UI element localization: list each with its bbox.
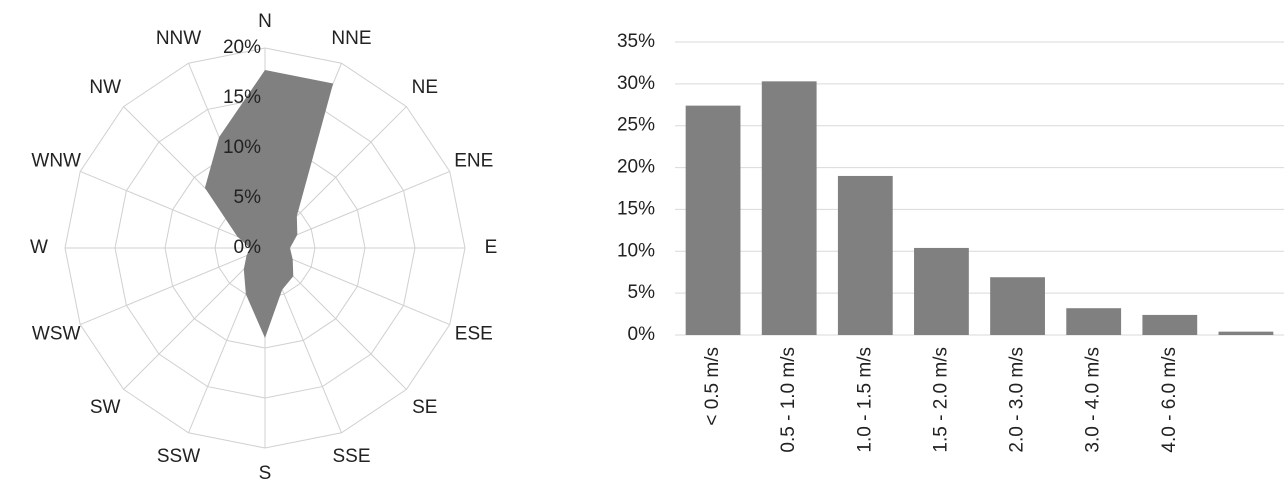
r-tick-label: 0% [234, 237, 262, 258]
y-tick-label: 0% [628, 324, 656, 345]
grid-ring [114, 97, 416, 399]
y-tick-label: 15% [617, 198, 655, 219]
direction-label: E [485, 237, 498, 258]
direction-label: ESE [455, 324, 493, 345]
bar [1142, 314, 1198, 335]
bar [1218, 331, 1274, 335]
x-tick-label: 0.5 - 1.0 m/s [778, 347, 799, 453]
direction-label: SSE [332, 446, 370, 467]
bar [914, 247, 969, 335]
direction-label: NW [89, 77, 121, 98]
bar [1066, 308, 1122, 335]
direction-label: NE [412, 77, 438, 98]
bar [837, 175, 893, 335]
bar [761, 81, 817, 336]
y-tick-label: 5% [628, 282, 656, 303]
direction-label: S [259, 463, 272, 482]
x-tick-label: 4.0 - 6.0 m/s [1159, 347, 1180, 453]
direction-label: N [258, 11, 272, 32]
direction-label: ENE [454, 151, 493, 172]
y-tick-label: 35% [617, 31, 655, 52]
x-tick-label: 2.0 - 3.0 m/s [1007, 347, 1028, 453]
y-tick-label: 30% [617, 73, 655, 94]
y-tick-label: 20% [617, 157, 655, 178]
x-tick-label: 1.0 - 1.5 m/s [854, 347, 875, 453]
bar [685, 105, 741, 335]
r-tick-label: 20% [223, 37, 261, 58]
direction-label: NNW [156, 28, 201, 49]
direction-label: WNW [31, 151, 81, 172]
grid-ring [64, 47, 466, 449]
direction-label: WSW [32, 324, 81, 345]
direction-label: SW [90, 397, 121, 418]
grid-ring [164, 147, 366, 349]
direction-label: NNE [331, 28, 371, 49]
y-tick-label: 10% [617, 240, 655, 261]
direction-label: W [30, 237, 48, 258]
r-tick-label: 15% [223, 87, 261, 108]
x-tick-label: 1.5 - 2.0 m/s [930, 347, 951, 453]
bar [990, 277, 1045, 335]
direction-label: SSW [157, 446, 200, 467]
x-tick-label: 3.0 - 4.0 m/s [1083, 347, 1104, 453]
y-tick-label: 25% [617, 115, 655, 136]
direction-label: SE [412, 397, 437, 418]
r-tick-label: 5% [234, 187, 262, 208]
r-tick-label: 10% [223, 137, 261, 158]
x-tick-label: < 0.5 m/s [702, 347, 723, 426]
radar-area [204, 70, 334, 338]
